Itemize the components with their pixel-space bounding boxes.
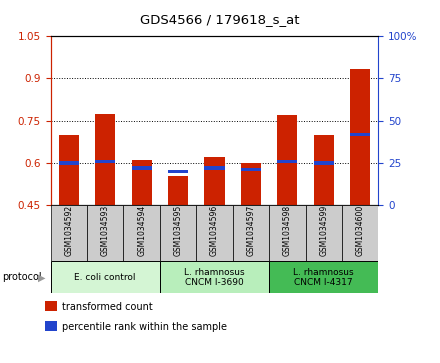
Text: GDS4566 / 179618_s_at: GDS4566 / 179618_s_at bbox=[140, 13, 300, 26]
Bar bbox=[51, 205, 87, 261]
Bar bbox=[205, 157, 224, 205]
Bar bbox=[314, 161, 334, 164]
Bar bbox=[160, 205, 196, 261]
Text: GSM1034600: GSM1034600 bbox=[356, 205, 365, 256]
Bar bbox=[87, 205, 124, 261]
Text: L. rhamnosus
CNCM I-3690: L. rhamnosus CNCM I-3690 bbox=[184, 268, 245, 287]
Bar bbox=[59, 135, 79, 205]
Bar bbox=[160, 261, 269, 293]
Text: GSM1034595: GSM1034595 bbox=[173, 205, 183, 256]
Bar bbox=[350, 69, 370, 205]
Bar bbox=[168, 170, 188, 173]
Text: GSM1034596: GSM1034596 bbox=[210, 205, 219, 256]
Text: GSM1034594: GSM1034594 bbox=[137, 205, 146, 256]
Bar bbox=[132, 160, 152, 205]
Text: percentile rank within the sample: percentile rank within the sample bbox=[62, 322, 227, 332]
Text: ▶: ▶ bbox=[38, 272, 46, 282]
Bar bbox=[95, 114, 115, 205]
Bar bbox=[269, 261, 378, 293]
Bar bbox=[277, 115, 297, 205]
Bar bbox=[124, 205, 160, 261]
Text: GSM1034592: GSM1034592 bbox=[64, 205, 73, 256]
Text: GSM1034599: GSM1034599 bbox=[319, 205, 328, 256]
Bar bbox=[132, 166, 152, 170]
Bar bbox=[342, 205, 378, 261]
Text: transformed count: transformed count bbox=[62, 302, 153, 312]
Text: GSM1034593: GSM1034593 bbox=[101, 205, 110, 256]
Bar bbox=[45, 321, 57, 331]
Text: protocol: protocol bbox=[2, 272, 42, 282]
Bar bbox=[168, 176, 188, 205]
Bar bbox=[241, 168, 261, 171]
Bar bbox=[205, 166, 224, 170]
Bar bbox=[241, 163, 261, 205]
Bar bbox=[45, 301, 57, 311]
Bar bbox=[233, 205, 269, 261]
Bar bbox=[350, 132, 370, 136]
Bar bbox=[277, 159, 297, 163]
Bar bbox=[196, 205, 233, 261]
Bar bbox=[51, 261, 160, 293]
Text: E. coli control: E. coli control bbox=[74, 273, 136, 282]
Text: GSM1034597: GSM1034597 bbox=[246, 205, 256, 256]
Bar bbox=[305, 205, 342, 261]
Bar bbox=[269, 205, 305, 261]
Text: L. rhamnosus
CNCM I-4317: L. rhamnosus CNCM I-4317 bbox=[293, 268, 354, 287]
Text: GSM1034598: GSM1034598 bbox=[283, 205, 292, 256]
Bar bbox=[59, 161, 79, 164]
Bar bbox=[95, 159, 115, 163]
Bar bbox=[314, 135, 334, 205]
